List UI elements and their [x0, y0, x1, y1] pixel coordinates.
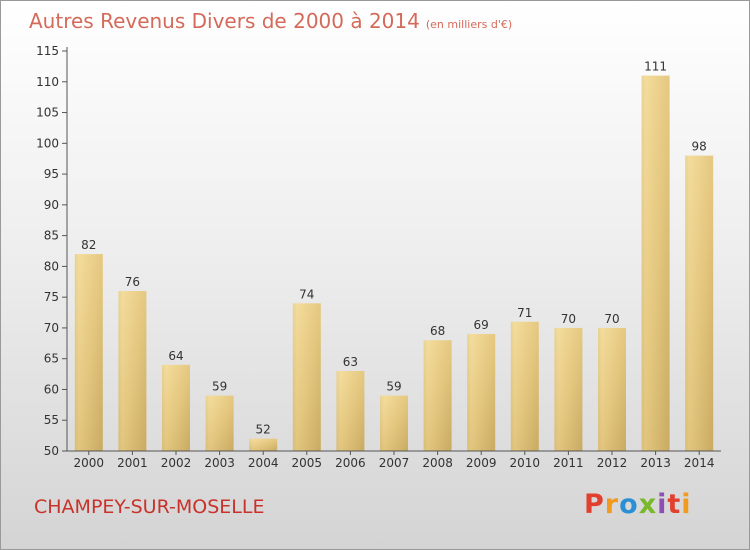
x-tick-label: 2010: [510, 456, 541, 470]
brand-letter: x: [638, 489, 658, 520]
bar-edge-shade: [467, 334, 472, 451]
bar: [205, 395, 234, 451]
labels-layer: 82 76 64 59 52 74 63 59 68 69 71 70 70 111 98: [81, 60, 707, 437]
bar-edge-shade: [423, 340, 428, 451]
x-tick-label: 2005: [292, 456, 323, 470]
brand-letter: i: [657, 489, 668, 520]
data-label: 59: [386, 380, 401, 394]
y-tick-label: 75: [44, 290, 59, 304]
data-label: 68: [430, 324, 445, 338]
data-label: 82: [81, 238, 96, 252]
y-tick-label: 95: [44, 167, 59, 181]
brand-letter: r: [604, 489, 620, 520]
bar-edge-shade: [205, 395, 210, 451]
bar-edge-shade: [685, 155, 690, 451]
bar-edge-shade: [554, 327, 559, 451]
bar-edge-shade: [162, 364, 166, 451]
bar: [292, 303, 321, 451]
brand-logo: Proxiti: [584, 489, 692, 520]
bar-edge-shade: [598, 327, 602, 451]
bar: [74, 254, 103, 451]
bar-edge-shade: [510, 321, 515, 451]
location-name: CHAMPEY-SUR-MOSELLE: [34, 496, 265, 518]
chart-title: Autres Revenus Divers de 2000 à 2014: [29, 9, 420, 33]
data-label: 63: [343, 355, 358, 369]
data-label: 111: [644, 60, 667, 74]
y-tick-label: 70: [44, 321, 59, 335]
bar: [685, 155, 714, 451]
y-tick-label: 50: [44, 444, 59, 458]
bar: [423, 340, 452, 451]
bar: [118, 291, 147, 451]
bar: [554, 327, 583, 451]
data-label: 59: [212, 380, 227, 394]
y-tick-label: 80: [44, 259, 59, 273]
brand-letter: i: [681, 489, 692, 520]
bar-edge-shade: [641, 75, 646, 451]
brand-letter: P: [584, 489, 605, 520]
bar-edge-shade: [249, 438, 254, 451]
x-tick-label: 2000: [74, 456, 105, 470]
y-tick-label: 60: [44, 382, 59, 396]
data-label: 52: [256, 423, 271, 437]
y-tick-label: 100: [36, 136, 59, 150]
y-tick-label: 115: [36, 44, 59, 58]
y-tick-label: 110: [36, 75, 59, 89]
x-tick-label: 2009: [466, 456, 497, 470]
data-label: 69: [474, 318, 489, 332]
y-tick-label: 90: [44, 198, 59, 212]
data-label: 71: [517, 306, 532, 320]
bar: [249, 438, 278, 451]
bar: [336, 371, 365, 451]
data-label: 64: [168, 349, 183, 363]
brand-letter: t: [667, 489, 682, 520]
data-label: 70: [604, 312, 619, 326]
x-tick-label: 2014: [684, 456, 715, 470]
bars-layer: [74, 75, 714, 451]
y-tick-label: 105: [36, 106, 59, 120]
x-tick-label: 2006: [335, 456, 366, 470]
x-tick-label: 2001: [117, 456, 148, 470]
bar-edge-shade: [118, 291, 123, 451]
brand-letter: o: [619, 489, 639, 520]
bar-edge-shade: [74, 254, 79, 451]
chart-subtitle: (en milliers d'€): [425, 18, 513, 31]
x-tick-label: 2012: [597, 456, 628, 470]
bar-edge-shade: [336, 371, 341, 451]
x-tick-label: 2002: [161, 456, 192, 470]
bar: [162, 364, 190, 451]
data-label: 76: [125, 275, 140, 289]
x-tick-label: 2011: [553, 456, 584, 470]
chart-title-row: Autres Revenus Divers de 2000 à 2014 (en …: [29, 9, 512, 33]
data-label: 70: [561, 312, 576, 326]
data-label: 74: [299, 287, 314, 301]
x-tick-label: 2008: [422, 456, 453, 470]
x-tick-label: 2007: [379, 456, 410, 470]
bar: [467, 334, 496, 451]
y-tick-label: 65: [44, 352, 59, 366]
axis-layer: 50 55 60 65 70 75 80 85 90 95 100 105 110 115 2000 2001…: [36, 44, 721, 470]
bar: [641, 75, 670, 451]
bar: [380, 395, 408, 451]
bar-edge-shade: [380, 395, 384, 451]
bar: [510, 321, 539, 451]
bar: [598, 327, 626, 451]
y-tick-label: 85: [44, 229, 59, 243]
y-tick-label: 55: [44, 413, 59, 427]
x-tick-label: 2013: [640, 456, 671, 470]
x-tick-label: 2003: [204, 456, 235, 470]
x-tick-label: 2004: [248, 456, 279, 470]
bar-edge-shade: [292, 303, 297, 451]
data-label: 98: [692, 140, 707, 154]
